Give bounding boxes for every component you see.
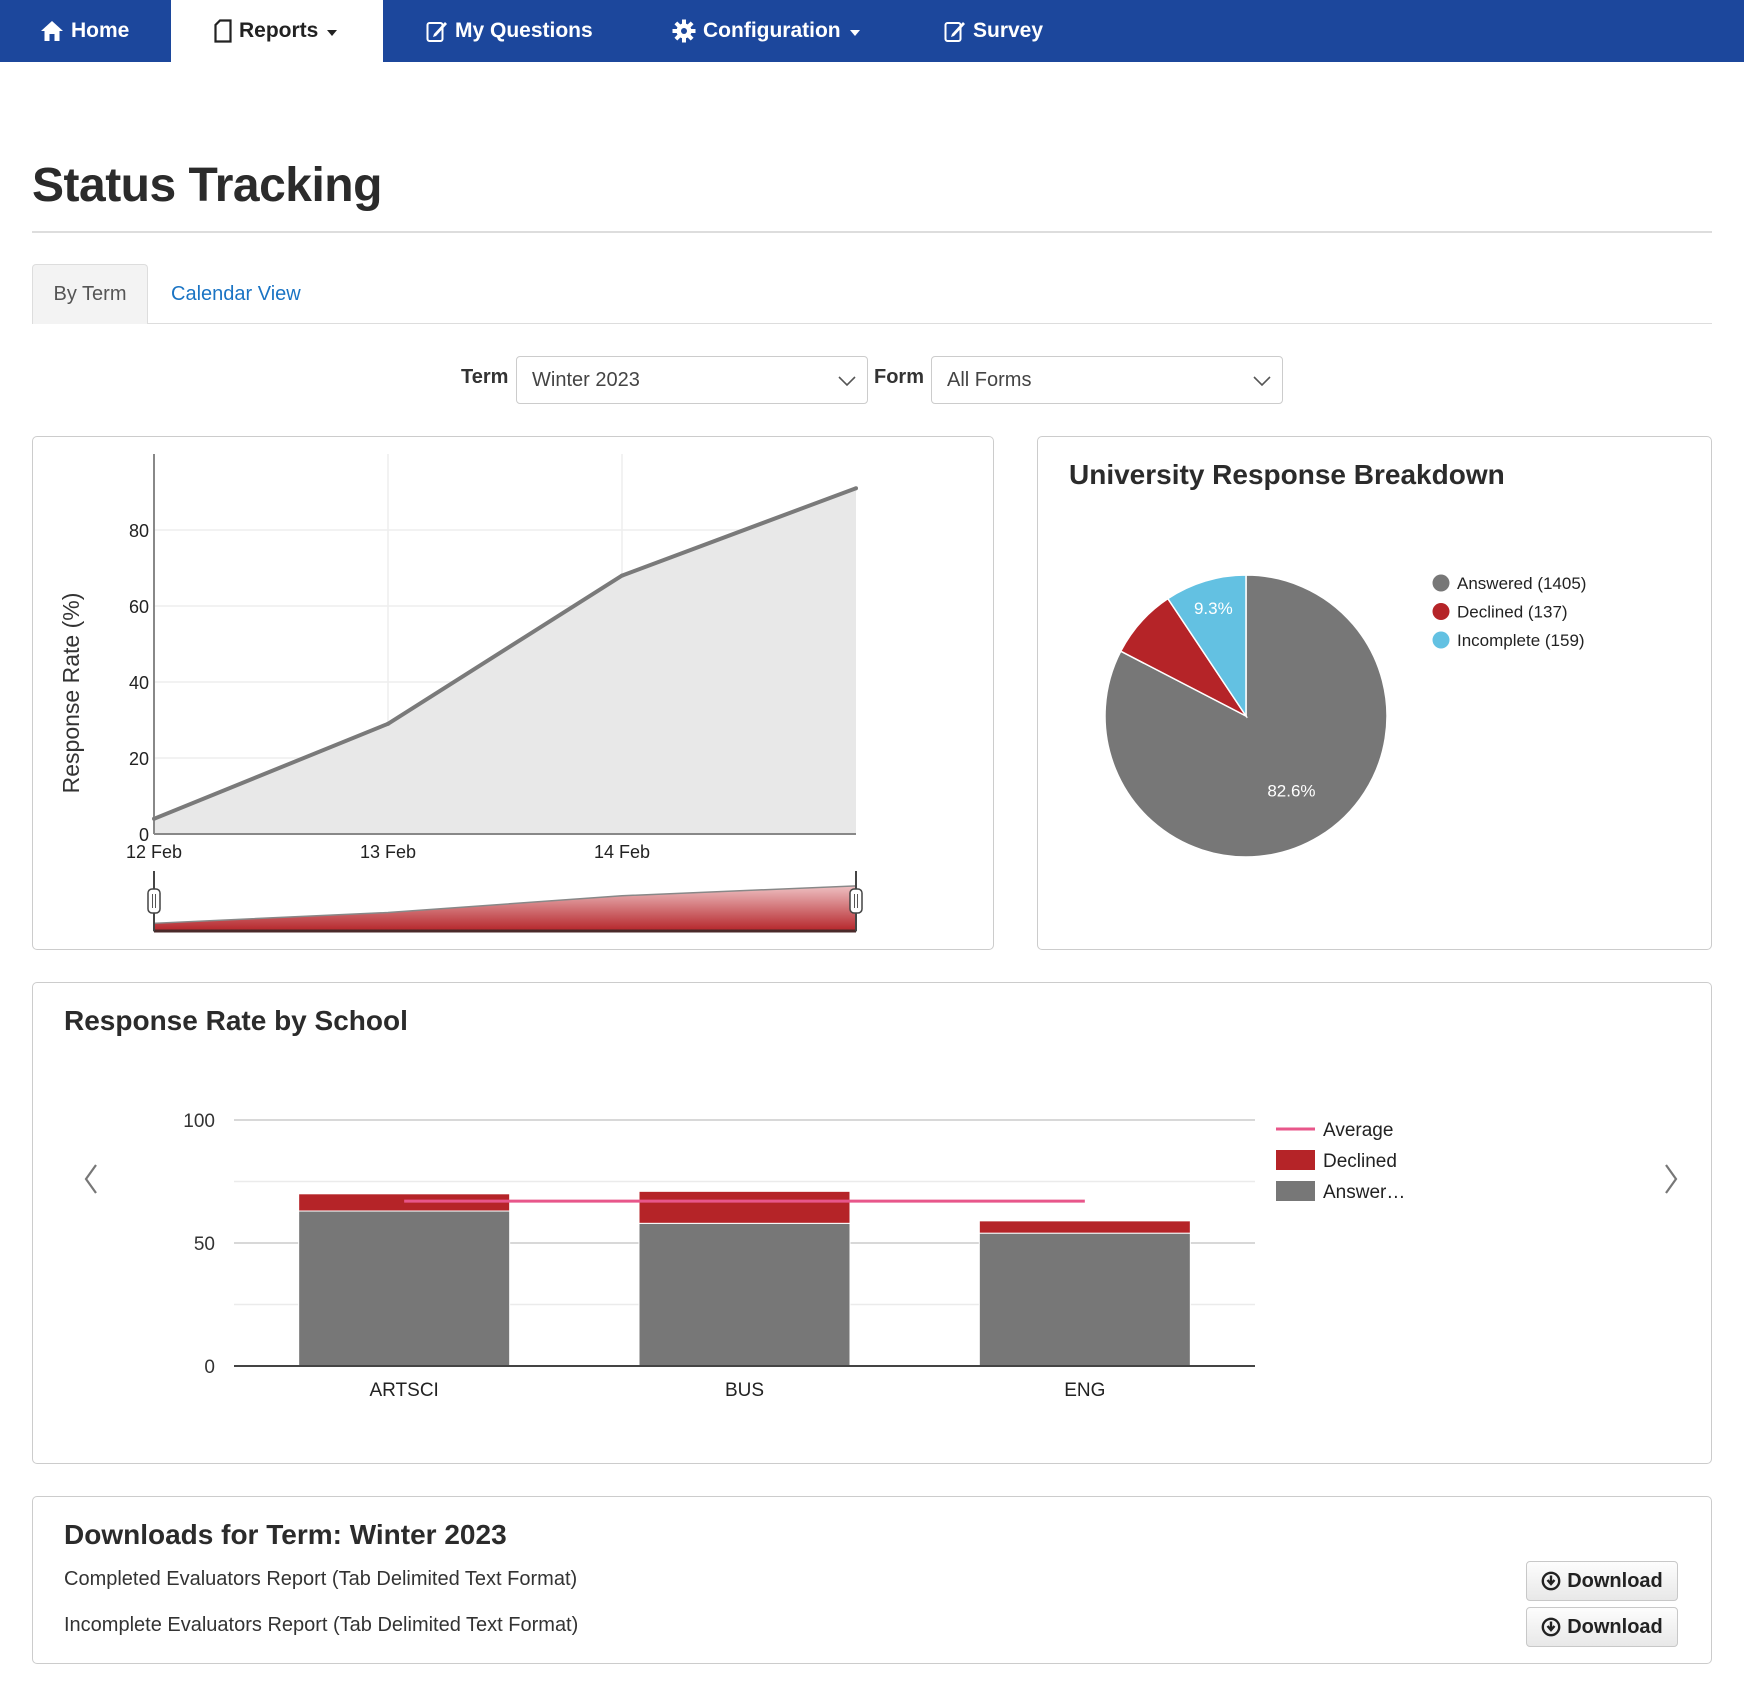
response-breakdown-pie: 82.6% 9.3% Answered (1405) Declined (137) I… bbox=[1104, 574, 1586, 858]
range-navigator[interactable] bbox=[147, 871, 863, 933]
term-select-value: Winter 2023 bbox=[532, 368, 640, 391]
top-navbar: Home Reports My Questions Configuration … bbox=[0, 0, 1744, 62]
area-series-fill bbox=[154, 488, 856, 834]
y-tick-label: 60 bbox=[129, 597, 149, 617]
legend-label[interactable]: Incomplete (159) bbox=[1457, 631, 1585, 650]
pie-slice-incomplete[interactable] bbox=[1166, 574, 1247, 719]
page-title: Status Tracking bbox=[32, 159, 382, 212]
y-tick-label: 20 bbox=[129, 749, 149, 769]
pie-chart-title: University Response Breakdown bbox=[1069, 459, 1505, 490]
y-tick-label: 80 bbox=[129, 521, 149, 541]
tab-calendar-view[interactable]: Calendar View bbox=[171, 282, 301, 305]
term-select[interactable]: Winter 2023 bbox=[516, 356, 868, 404]
form-label: Form bbox=[874, 366, 924, 388]
nav-home[interactable]: Home bbox=[40, 0, 129, 62]
view-tabs: By Term Calendar View bbox=[32, 264, 1712, 324]
legend-label[interactable]: Answer… bbox=[1323, 1182, 1405, 1203]
legend-label[interactable]: Answered (1405) bbox=[1457, 574, 1586, 593]
area-data-point bbox=[854, 486, 858, 491]
nav-home-label: Home bbox=[71, 19, 130, 42]
chevron-right-icon[interactable] bbox=[1663, 1163, 1679, 1195]
area-data-point bbox=[152, 816, 156, 821]
area-series-line bbox=[153, 486, 857, 821]
y-tick-label: 0 bbox=[204, 1357, 215, 1378]
download-incomplete-button[interactable]: Download bbox=[1526, 1607, 1678, 1647]
bar-segment-declined[interactable] bbox=[978, 1220, 1191, 1234]
bar-segment-answered[interactable] bbox=[978, 1232, 1191, 1367]
y-tick-label: 40 bbox=[129, 673, 149, 693]
x-tick-label: 14 Feb bbox=[594, 842, 650, 862]
nav-reports[interactable]: Reports bbox=[171, 0, 383, 62]
chevron-down-icon bbox=[838, 376, 856, 387]
nav-reports-label: Reports bbox=[239, 19, 319, 42]
x-tick-label: ARTSCI bbox=[369, 1380, 438, 1401]
legend-marker bbox=[1432, 603, 1450, 620]
x-tick-label: BUS bbox=[725, 1380, 764, 1401]
download-circle-icon bbox=[1541, 1571, 1561, 1591]
nav-configuration[interactable]: Configuration bbox=[672, 0, 860, 62]
navigator-series bbox=[153, 885, 857, 932]
title-divider bbox=[32, 231, 1712, 233]
document-icon bbox=[214, 19, 232, 43]
legend-marker bbox=[1432, 574, 1450, 592]
response-rate-area-chart: 0 20 40 60 80 12 Feb 13 Feb 14 Feb Response Ra… bbox=[58, 454, 863, 933]
download-item-label: Incomplete Evaluators Report (Tab Delimi… bbox=[64, 1614, 579, 1636]
form-select[interactable]: All Forms bbox=[931, 356, 1283, 404]
caret-down-icon bbox=[327, 29, 338, 36]
nav-survey-label: Survey bbox=[973, 19, 1044, 42]
nav-configuration-label: Configuration bbox=[703, 19, 841, 42]
download-circle-icon bbox=[1541, 1617, 1561, 1637]
bar-segment-answered[interactable] bbox=[298, 1210, 511, 1367]
legend-label[interactable]: Declined bbox=[1323, 1151, 1397, 1172]
navigator-left-handle[interactable] bbox=[147, 888, 161, 914]
x-tick-label: ENG bbox=[1064, 1380, 1105, 1401]
download-button-label: Download bbox=[1567, 1569, 1663, 1592]
university-response-breakdown-panel: University Response Breakdown 82.6% 9.3% … bbox=[1037, 436, 1712, 950]
navigator-right-handle[interactable] bbox=[849, 888, 863, 914]
edit-icon bbox=[426, 22, 447, 42]
pie-data-label: 9.3% bbox=[1194, 599, 1233, 618]
y-tick-label: 100 bbox=[183, 1111, 215, 1132]
area-data-point bbox=[620, 573, 624, 578]
bar-segment-declined[interactable] bbox=[638, 1190, 851, 1224]
x-tick-label: 13 Feb bbox=[360, 842, 416, 862]
chevron-left-icon[interactable] bbox=[83, 1163, 99, 1195]
legend-label[interactable]: Average bbox=[1323, 1120, 1393, 1141]
bar-chart-title: Response Rate by School bbox=[64, 1005, 408, 1036]
response-rate-by-school-panel: Response Rate by School 0 50 100 ARTSCI BUS… bbox=[32, 982, 1712, 1464]
chevron-down-icon bbox=[1253, 376, 1271, 387]
edit-icon bbox=[944, 22, 965, 42]
nav-survey[interactable]: Survey bbox=[944, 0, 1043, 62]
download-item-label: Completed Evaluators Report (Tab Delimit… bbox=[64, 1568, 578, 1590]
downloads-title: Downloads for Term: Winter 2023 bbox=[64, 1519, 507, 1550]
download-button-label: Download bbox=[1567, 1615, 1663, 1638]
legend-marker bbox=[1432, 631, 1450, 649]
area-data-point bbox=[386, 721, 390, 726]
y-tick-label: 50 bbox=[194, 1234, 215, 1255]
caret-down-icon bbox=[849, 29, 860, 36]
nav-my-questions[interactable]: My Questions bbox=[426, 0, 593, 62]
legend-marker bbox=[1276, 1181, 1315, 1201]
nav-my-questions-label: My Questions bbox=[455, 19, 593, 42]
form-select-value: All Forms bbox=[947, 368, 1032, 391]
downloads-panel: Downloads for Term: Winter 2023 bbox=[32, 1496, 1712, 1664]
term-label: Term bbox=[461, 366, 509, 388]
legend-marker bbox=[1276, 1150, 1315, 1170]
y-axis-title: Response Rate (%) bbox=[58, 593, 84, 794]
y-tick-label: 0 bbox=[139, 825, 149, 845]
download-completed-button[interactable]: Download bbox=[1526, 1561, 1678, 1601]
response-rate-by-school-chart: 0 50 100 ARTSCI BUS ENG Average Declined Answe… bbox=[183, 1111, 1405, 1401]
tab-by-term[interactable]: By Term bbox=[32, 264, 148, 324]
home-icon bbox=[41, 21, 63, 41]
legend-label[interactable]: Declined (137) bbox=[1457, 603, 1568, 622]
x-tick-label: 12 Feb bbox=[126, 842, 182, 862]
bar-segment-answered[interactable] bbox=[638, 1222, 851, 1367]
gear-icon bbox=[672, 19, 696, 43]
pie-data-label: 82.6% bbox=[1267, 782, 1315, 801]
response-rate-over-time-panel: 0 20 40 60 80 12 Feb 13 Feb 14 Feb Response Ra… bbox=[32, 436, 994, 950]
